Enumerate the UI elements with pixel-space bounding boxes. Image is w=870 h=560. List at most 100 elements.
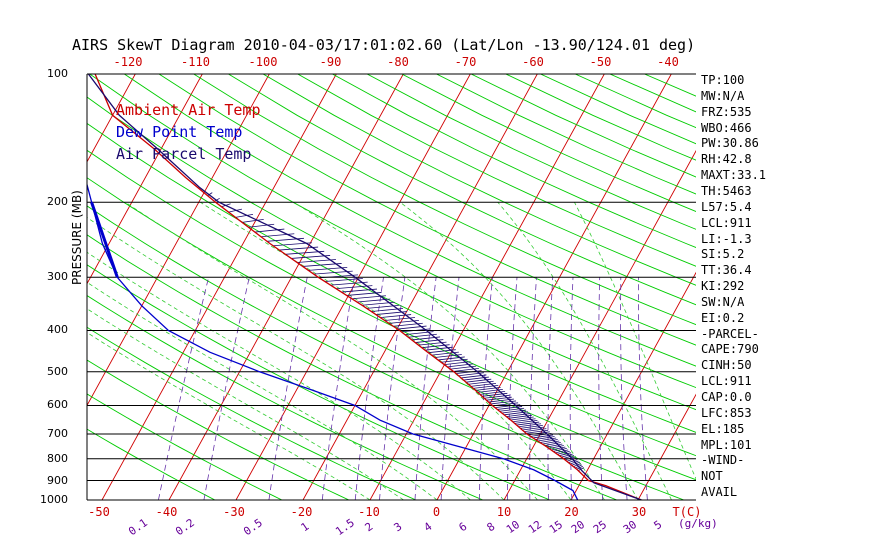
top-temp-tick-label: -50: [590, 55, 612, 69]
index-item: WBO:466: [701, 120, 752, 135]
isotherm-line: [0, 74, 1, 500]
cape-hatch-line: [525, 429, 549, 434]
moist-adiabat-line: [497, 201, 672, 500]
isotherm-line: [436, 74, 672, 500]
isotherm-line: [570, 271, 696, 500]
mixing-ratio-line: [203, 277, 250, 500]
pressure-tick-label: 1000: [40, 493, 68, 506]
dry-adiabat-line: [87, 428, 216, 500]
dry-adiabat-line: [87, 359, 350, 500]
mixing-ratio-label: 2: [363, 520, 376, 534]
top-temp-tick-label: -120: [114, 55, 143, 69]
cape-hatch-line: [520, 424, 543, 429]
isotherm-line: [839, 74, 870, 500]
top-temp-tick-label: -90: [320, 55, 342, 69]
moist-adiabat-line: [87, 251, 471, 500]
cape-hatch-line: [260, 233, 295, 238]
index-item: RH:42.8: [701, 152, 752, 167]
top-temp-tick-label: -80: [387, 55, 409, 69]
mixing-ratio-label: 20: [569, 518, 587, 536]
top-temp-tick-label: -70: [455, 55, 477, 69]
mixing-ratio-line: [321, 277, 355, 500]
isotherm-line: [168, 74, 404, 500]
moist-adiabat-line: [87, 281, 438, 500]
cape-hatch-line: [235, 213, 254, 218]
mixing-ratio-line: [569, 277, 574, 500]
moist-adiabat-line: [399, 201, 639, 500]
dry-adiabat-line: [158, 74, 696, 346]
mixing-ratio-line: [440, 277, 460, 500]
mixing-ratio-label: 0.2: [173, 516, 197, 538]
index-item: AVAIL: [701, 485, 738, 500]
dry-adiabat-line: [87, 96, 696, 411]
cape-hatch-line: [553, 448, 567, 452]
isotherm-line: [87, 74, 203, 285]
cape-hatch-line: [532, 434, 554, 439]
index-item: LFC:853: [701, 405, 752, 420]
index-item: TT:36.4: [701, 263, 752, 278]
ambient-temp-line: [94, 74, 642, 500]
index-item: MW:N/A: [701, 88, 745, 103]
top-temp-tick-label: -40: [657, 55, 679, 69]
mixing-ratio-label: 0.1: [126, 516, 150, 538]
pressure-tick-label: 900: [47, 473, 68, 487]
index-item: SI:5.2: [701, 247, 745, 262]
mixing-ratio-line: [507, 277, 518, 500]
index-item: -PARCEL-: [701, 326, 759, 341]
dry-adiabat-line: [87, 122, 696, 433]
cape-hatch-line: [248, 223, 275, 228]
dry-adiabat-line: [87, 264, 551, 500]
index-item: EL:185: [701, 421, 745, 436]
mixing-ratio-line: [620, 277, 628, 500]
dry-adiabat-line: [193, 74, 696, 326]
cape-hatch-line: [254, 228, 285, 233]
cape-hatch-line: [559, 452, 572, 457]
pressure-tick-label: 200: [47, 195, 68, 209]
index-item: TH:5463: [701, 183, 752, 198]
dry-adiabat-line: [262, 74, 696, 286]
isotherm-line: [87, 74, 136, 163]
isotherm-line: [637, 393, 696, 500]
mixing-ratio-line: [598, 277, 603, 500]
isotherm-line: [772, 74, 870, 500]
mixing-ratio-line: [354, 277, 384, 500]
index-item: L57:5.4: [701, 199, 752, 214]
dry-adiabat-line: [87, 234, 618, 500]
dry-adiabat-line: [366, 74, 696, 230]
parcel-temp-line: [87, 74, 642, 500]
cape-hatch-line: [557, 450, 570, 455]
cape-hatch-line: [524, 428, 547, 433]
index-item: CAPE:790: [701, 342, 759, 357]
index-item: LCL:911: [701, 215, 752, 230]
cape-hatch-line: [241, 218, 264, 223]
index-item: MAXT:33.1: [701, 168, 767, 183]
index-item: CINH:50: [701, 358, 752, 373]
bottom-temp-tick-label: -10: [358, 505, 380, 519]
cape-hatch-line: [568, 459, 578, 463]
mixing-prefix-label: 5: [652, 518, 665, 532]
bottom-temp-tick-label: 0: [433, 505, 440, 519]
bottom-temp-tick-label: -40: [156, 505, 178, 519]
pressure-tick-label: 100: [47, 67, 68, 80]
mixing-ratio-label: 10: [504, 518, 522, 536]
index-item: CAP:0.0: [701, 390, 752, 404]
cape-hatch-line: [537, 437, 557, 442]
cape-hatch-line: [228, 208, 243, 213]
bottom-temp-tick-label: 20: [564, 505, 578, 519]
isotherm-lines: [0, 74, 870, 500]
mixing-ratio-label: 15: [547, 518, 565, 536]
bottom-temp-tick-label: 30: [632, 505, 646, 519]
pressure-tick-label: 400: [47, 323, 68, 337]
mixing-ratio-line: [478, 277, 493, 500]
legend-dewpoint: Dew Point Temp: [116, 123, 243, 141]
mixing-ratio-line: [638, 277, 648, 500]
mixing-ratio-line: [268, 277, 308, 500]
index-item: FRZ:535: [701, 104, 752, 119]
mixing-ratio-label: 1.5: [333, 516, 357, 538]
dry-adiabat-line: [87, 295, 484, 500]
pressure-tick-label: 600: [47, 398, 68, 412]
moist-adiabat-line: [87, 332, 371, 500]
mixing-ratio-line: [379, 277, 406, 500]
index-item: EI:0.2: [701, 310, 745, 325]
